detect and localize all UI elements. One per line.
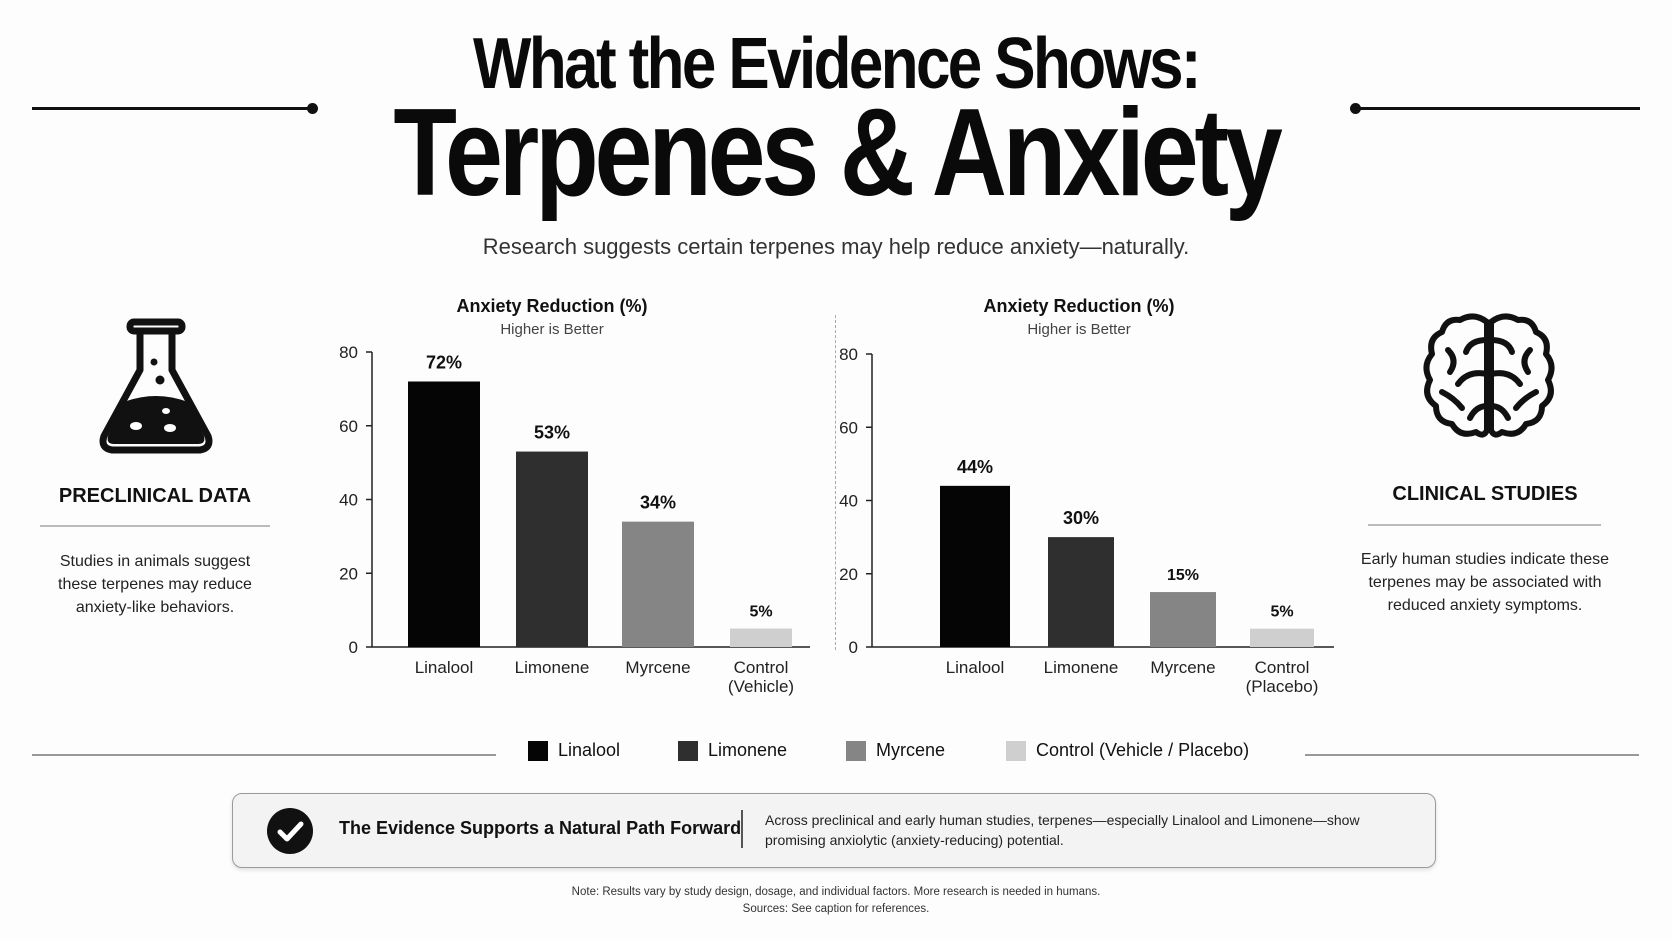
bar-myrcene: [622, 521, 694, 647]
x-tick-label: Control: [1255, 658, 1310, 677]
flask-icon: [96, 318, 216, 458]
bar-value-label: 5%: [1270, 604, 1293, 621]
callout-text: Across preclinical and early human studi…: [765, 812, 1360, 848]
bar-control: [1250, 628, 1314, 647]
legend-swatch-linalool: [528, 740, 548, 761]
y-tick-label: 60: [839, 418, 858, 437]
preclinical-text: Studies in animals suggest these terpene…: [58, 553, 252, 616]
legend: Linalool Limonene Myrcene Control (Vehic…: [0, 740, 1672, 770]
chart-subtitle: Higher is Better: [500, 321, 603, 338]
y-tick-label: 0: [849, 638, 858, 657]
y-tick-label: 0: [349, 638, 358, 657]
clinical-divider: [1368, 524, 1601, 526]
checkmark-icon: [267, 808, 313, 854]
page-subtitle: Research suggests certain terpenes may h…: [482, 234, 1190, 259]
brain-icon: [1418, 310, 1560, 448]
preclinical-divider: [40, 525, 270, 527]
x-tick-label: Limonene: [1044, 658, 1119, 677]
y-tick-label: 80: [339, 343, 358, 362]
legend-item-limonene: Limonene: [678, 740, 787, 761]
title-rule-right: [1355, 107, 1640, 110]
y-tick-label: 40: [839, 492, 858, 511]
preclinical-title: PRECLINICAL DATA: [58, 485, 252, 507]
x-tick-label-line2: (Vehicle): [728, 677, 794, 696]
chart-title: Anxiety Reduction (%): [456, 296, 647, 316]
bar-value-label: 34%: [640, 493, 676, 513]
y-tick-label: 80: [839, 345, 858, 364]
legend-label-control: Control (Vehicle / Placebo): [1036, 740, 1250, 760]
footer-note: Note: Results vary by study design, dosa…: [571, 886, 1101, 898]
bar-value-label: 53%: [534, 423, 570, 443]
callout-separator: [741, 810, 743, 848]
page-title-line1: What the Evidence Shows:: [473, 24, 1202, 104]
title-rule-right-dot: [1350, 103, 1361, 114]
bar-value-label: 72%: [426, 353, 462, 373]
legend-swatch-control: [1006, 740, 1026, 761]
bar-linalool: [940, 485, 1010, 647]
chart-divider: [835, 315, 836, 650]
chart-title: Anxiety Reduction (%): [983, 296, 1174, 316]
chart-subtitle: Higher is Better: [1027, 321, 1130, 338]
bar-value-label: 30%: [1063, 508, 1099, 528]
conclusion-callout: The Evidence Supports a Natural Path For…: [232, 793, 1436, 868]
legend-label-linalool: Linalool: [558, 740, 621, 760]
page-title-main: Terpenes & Anxiety: [393, 84, 1282, 222]
legend-item-myrcene: Myrcene: [846, 740, 945, 761]
bar-chart-clinical: Anxiety Reduction (%) Higher is Better 0 20…: [839, 296, 1334, 696]
y-tick-label: 20: [839, 565, 858, 584]
bar-linalool: [408, 381, 480, 647]
clinical-text: Early human studies indicate these terpe…: [1360, 551, 1610, 614]
x-tick-label: Myrcene: [1150, 658, 1215, 677]
legend-label-myrcene: Myrcene: [876, 740, 946, 760]
legend-label-limonene: Limonene: [708, 740, 788, 760]
legend-rule-right: [1305, 754, 1639, 756]
clinical-title: CLINICAL STUDIES: [1392, 483, 1578, 505]
callout-title: The Evidence Supports a Natural Path For…: [339, 818, 742, 838]
bar-limonene: [516, 451, 588, 647]
bar-value-label: 5%: [749, 604, 772, 621]
y-tick-label: 20: [339, 564, 358, 583]
y-tick-label: 60: [339, 417, 358, 436]
bar-myrcene: [1150, 592, 1216, 647]
legend-item-control: Control (Vehicle / Placebo): [1006, 740, 1249, 761]
title-rule-left: [32, 107, 312, 110]
legend-item-linalool: Linalool: [528, 740, 620, 761]
y-tick-label: 40: [339, 491, 358, 510]
x-tick-label-line2: (Placebo): [1246, 677, 1319, 696]
bar-chart-preclinical: Anxiety Reduction (%) Higher is Better 0 20…: [339, 296, 810, 696]
bar-control: [730, 628, 792, 647]
legend-swatch-myrcene: [846, 740, 866, 761]
legend-swatch-limonene: [678, 740, 698, 761]
bar-value-label: 15%: [1167, 567, 1199, 584]
x-tick-label: Myrcene: [625, 658, 690, 677]
x-tick-label: Control: [734, 658, 789, 677]
bar-value-label: 44%: [957, 457, 993, 477]
bar-limonene: [1048, 537, 1114, 647]
title-rule-left-dot: [307, 103, 318, 114]
footer-sources: Sources: See caption for references.: [742, 903, 930, 915]
legend-rule-left: [32, 754, 496, 756]
x-tick-label: Linalool: [415, 658, 474, 677]
x-tick-label: Linalool: [946, 658, 1005, 677]
x-tick-label: Limonene: [515, 658, 590, 677]
